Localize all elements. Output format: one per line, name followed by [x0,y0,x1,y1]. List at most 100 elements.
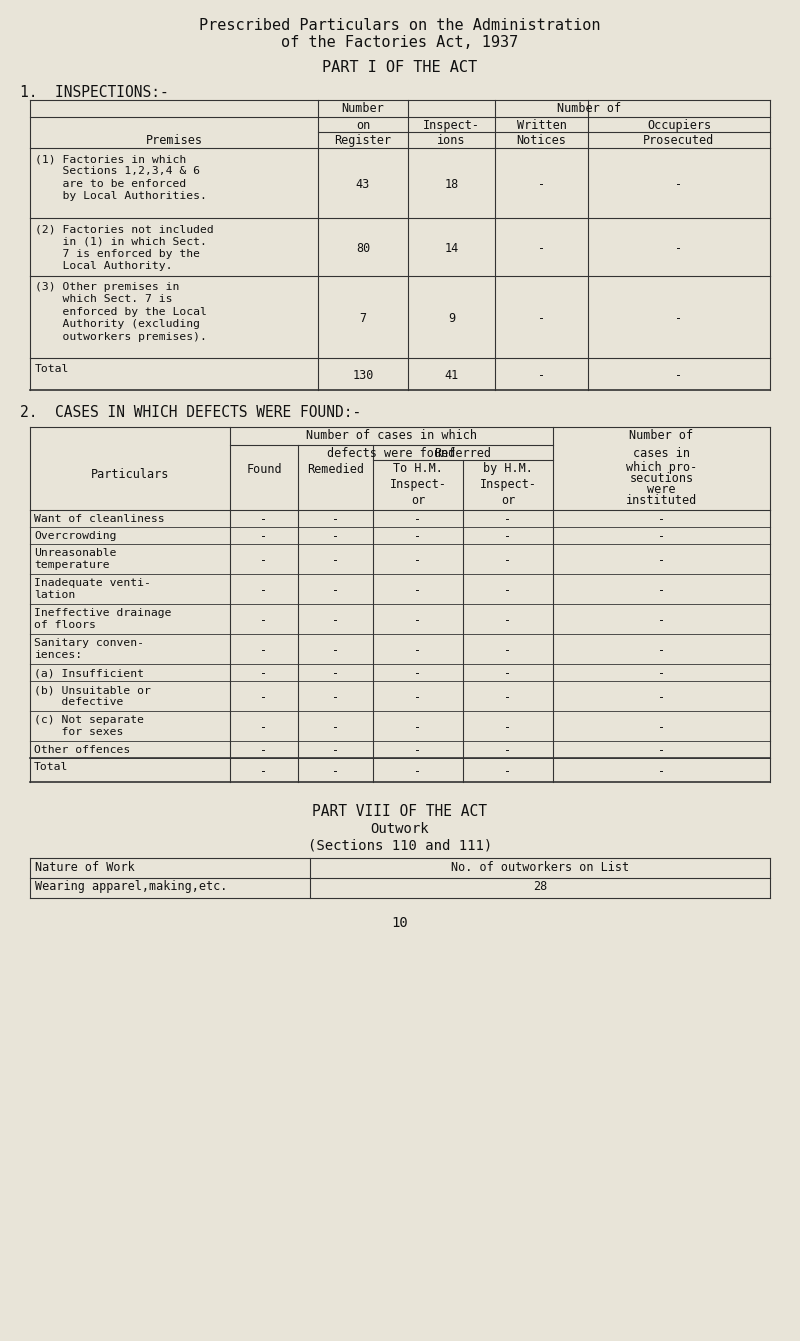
Text: Ineffective drainage
of floors: Ineffective drainage of floors [34,607,171,630]
Text: (1) Factories in which
    Sections 1,2,3,4 & 6
    are to be enforced
    by Lo: (1) Factories in which Sections 1,2,3,4 … [35,154,207,201]
Text: 9: 9 [448,312,455,325]
Text: -: - [414,554,422,567]
Text: -: - [414,668,422,680]
Text: Nature of Work: Nature of Work [35,861,134,874]
Text: (b) Unsuitable or
    defective: (b) Unsuitable or defective [34,685,151,708]
Text: 2.  CASES IN WHICH DEFECTS WERE FOUND:-: 2. CASES IN WHICH DEFECTS WERE FOUND:- [20,405,362,420]
Text: -: - [658,514,665,527]
Text: Sanitary conven-
iences:: Sanitary conven- iences: [34,638,144,660]
Text: -: - [332,531,339,543]
Text: -: - [414,531,422,543]
Text: -: - [658,644,665,657]
Text: Overcrowding: Overcrowding [34,531,117,540]
Text: Want of cleanliness: Want of cleanliness [34,514,165,524]
Text: -: - [538,312,545,325]
Text: of the Factories Act, 1937: of the Factories Act, 1937 [282,35,518,50]
Text: -: - [658,614,665,628]
Text: -: - [332,583,339,597]
Text: cases in: cases in [633,447,690,460]
Text: -: - [505,764,511,778]
Text: -: - [414,744,422,758]
Text: To H.M.
Inspect-
or: To H.M. Inspect- or [390,463,446,507]
Text: instituted: instituted [626,493,697,507]
Text: -: - [505,691,511,704]
Text: -: - [332,691,339,704]
Text: 10: 10 [392,916,408,931]
Text: -: - [332,514,339,527]
Text: -: - [261,668,267,680]
Text: Register: Register [334,134,391,148]
Text: (Sections 110 and 111): (Sections 110 and 111) [308,838,492,852]
Text: Unreasonable
temperature: Unreasonable temperature [34,548,117,570]
Text: Total: Total [35,363,70,374]
Text: -: - [332,764,339,778]
Text: by H.M.
Inspect-
or: by H.M. Inspect- or [479,463,537,507]
Text: -: - [675,369,682,382]
Text: Outwork: Outwork [370,822,430,835]
Text: -: - [261,554,267,567]
Text: -: - [332,614,339,628]
Text: -: - [675,312,682,325]
Text: Particulars: Particulars [91,468,169,481]
Text: -: - [261,514,267,527]
Text: 41: 41 [444,369,458,382]
Text: (a) Insufficient: (a) Insufficient [34,668,144,679]
Text: -: - [414,583,422,597]
Text: ions: ions [438,134,466,148]
Text: -: - [658,764,665,778]
Text: 1.  INSPECTIONS:-: 1. INSPECTIONS:- [20,84,169,101]
Text: -: - [261,744,267,758]
Text: which pro-: which pro- [626,461,697,473]
Text: -: - [505,514,511,527]
Text: -: - [505,614,511,628]
Text: -: - [414,614,422,628]
Text: -: - [658,691,665,704]
Text: (3) Other premises in
    which Sect. 7 is
    enforced by the Local
    Authori: (3) Other premises in which Sect. 7 is e… [35,282,207,342]
Text: -: - [538,241,545,255]
Text: -: - [261,644,267,657]
Text: Inspect-: Inspect- [423,119,480,131]
Text: Prescribed Particulars on the Administration: Prescribed Particulars on the Administra… [199,17,601,34]
Text: -: - [505,721,511,734]
Text: 43: 43 [356,178,370,190]
Text: -: - [332,644,339,657]
Text: Remedied: Remedied [307,463,364,476]
Text: 14: 14 [444,241,458,255]
Text: (c) Not separate
    for sexes: (c) Not separate for sexes [34,715,144,738]
Text: -: - [538,178,545,190]
Text: Other offences: Other offences [34,746,130,755]
Text: -: - [332,554,339,567]
Text: -: - [538,369,545,382]
Text: No. of outworkers on List: No. of outworkers on List [451,861,629,874]
Text: -: - [332,744,339,758]
Text: Found: Found [246,463,282,476]
Text: -: - [414,514,422,527]
Text: -: - [658,744,665,758]
Text: (2) Factories not included
    in (1) in which Sect.
    7 is enforced by the
  : (2) Factories not included in (1) in whi… [35,224,214,271]
Text: secutions: secutions [630,472,694,485]
Text: -: - [505,668,511,680]
Text: Number: Number [342,102,384,115]
Text: Total: Total [34,762,68,772]
Text: -: - [261,614,267,628]
Text: Premises: Premises [146,134,202,148]
Text: Referred: Referred [434,447,491,460]
Text: Number of: Number of [557,102,621,115]
Text: 18: 18 [444,178,458,190]
Text: -: - [261,691,267,704]
Text: -: - [261,764,267,778]
Text: Prosecuted: Prosecuted [643,134,714,148]
Text: 7: 7 [359,312,366,325]
Text: 130: 130 [352,369,374,382]
Text: 28: 28 [533,880,547,893]
Text: -: - [332,668,339,680]
Text: -: - [658,583,665,597]
Text: -: - [505,744,511,758]
Text: -: - [675,241,682,255]
Text: -: - [505,531,511,543]
Text: -: - [261,583,267,597]
Text: -: - [658,554,665,567]
Text: PART VIII OF THE ACT: PART VIII OF THE ACT [313,805,487,819]
Text: Number of: Number of [630,429,694,443]
Text: on: on [356,119,370,131]
